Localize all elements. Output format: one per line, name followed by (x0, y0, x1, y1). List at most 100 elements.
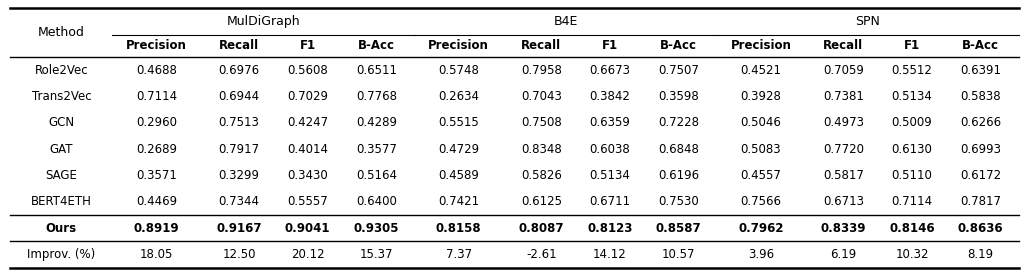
Text: 0.7228: 0.7228 (657, 116, 699, 129)
Text: 0.8587: 0.8587 (655, 222, 701, 235)
Text: 0.5557: 0.5557 (288, 195, 328, 208)
Text: 0.7381: 0.7381 (823, 90, 864, 103)
Text: 0.2689: 0.2689 (136, 143, 177, 156)
Text: F1: F1 (602, 39, 617, 52)
Text: MulDiGraph: MulDiGraph (226, 15, 300, 28)
Text: 0.9041: 0.9041 (285, 222, 331, 235)
Text: 0.4521: 0.4521 (740, 64, 781, 77)
Text: 0.3842: 0.3842 (590, 90, 631, 103)
Text: 0.6125: 0.6125 (521, 195, 562, 208)
Text: Precision: Precision (126, 39, 187, 52)
Text: 6.19: 6.19 (830, 248, 856, 261)
Text: 0.4014: 0.4014 (287, 143, 329, 156)
Text: Method: Method (38, 26, 85, 39)
Text: 0.4688: 0.4688 (136, 64, 177, 77)
Text: Precision: Precision (730, 39, 792, 52)
Text: Trans2Vec: Trans2Vec (32, 90, 91, 103)
Text: 0.5512: 0.5512 (892, 64, 933, 77)
Text: GAT: GAT (49, 143, 73, 156)
Text: 0.7917: 0.7917 (218, 143, 260, 156)
Text: SAGE: SAGE (45, 169, 77, 182)
Text: 0.5046: 0.5046 (740, 116, 781, 129)
Text: 0.4729: 0.4729 (438, 143, 479, 156)
Text: Recall: Recall (219, 39, 259, 52)
Text: 0.2634: 0.2634 (438, 90, 479, 103)
Text: 0.7513: 0.7513 (219, 116, 260, 129)
Text: 0.6038: 0.6038 (590, 143, 630, 156)
Text: 0.5164: 0.5164 (355, 169, 396, 182)
Text: BERT4ETH: BERT4ETH (31, 195, 92, 208)
Text: B4E: B4E (554, 15, 578, 28)
Text: 0.3430: 0.3430 (288, 169, 328, 182)
Text: 0.4289: 0.4289 (355, 116, 396, 129)
Text: 0.5134: 0.5134 (590, 169, 631, 182)
Text: 0.7114: 0.7114 (136, 90, 177, 103)
Text: B-Acc: B-Acc (962, 39, 999, 52)
Text: 7.37: 7.37 (445, 248, 472, 261)
Text: 0.7507: 0.7507 (658, 64, 698, 77)
Text: 0.7958: 0.7958 (521, 64, 562, 77)
Text: Recall: Recall (521, 39, 561, 52)
Text: F1: F1 (300, 39, 315, 52)
Text: 0.4469: 0.4469 (136, 195, 177, 208)
Text: 0.6172: 0.6172 (959, 169, 1001, 182)
Text: 0.6196: 0.6196 (657, 169, 699, 182)
Text: Precision: Precision (428, 39, 489, 52)
Text: 0.7043: 0.7043 (521, 90, 562, 103)
Text: 0.7421: 0.7421 (438, 195, 479, 208)
Text: 0.5083: 0.5083 (740, 143, 781, 156)
Text: 0.5826: 0.5826 (521, 169, 562, 182)
Text: 0.7344: 0.7344 (219, 195, 260, 208)
Text: 0.5110: 0.5110 (892, 169, 933, 182)
Text: 0.3928: 0.3928 (740, 90, 781, 103)
Text: GCN: GCN (48, 116, 75, 129)
Text: 0.5838: 0.5838 (961, 90, 1000, 103)
Text: 0.7566: 0.7566 (740, 195, 781, 208)
Text: 0.5817: 0.5817 (823, 169, 864, 182)
Text: 0.9167: 0.9167 (216, 222, 262, 235)
Text: 0.5009: 0.5009 (892, 116, 932, 129)
Text: SPN: SPN (855, 15, 881, 28)
Text: 0.6848: 0.6848 (658, 143, 698, 156)
Text: 0.7114: 0.7114 (892, 195, 933, 208)
Text: 0.3598: 0.3598 (658, 90, 698, 103)
Text: 0.8087: 0.8087 (518, 222, 564, 235)
Text: 0.6673: 0.6673 (590, 64, 631, 77)
Text: 0.8636: 0.8636 (957, 222, 1004, 235)
Text: 0.8339: 0.8339 (820, 222, 866, 235)
Text: 15.37: 15.37 (359, 248, 393, 261)
Text: 0.6130: 0.6130 (892, 143, 933, 156)
Text: 0.6944: 0.6944 (218, 90, 260, 103)
Text: 0.6266: 0.6266 (959, 116, 1001, 129)
Text: 0.6993: 0.6993 (961, 143, 1001, 156)
Text: 0.6511: 0.6511 (355, 64, 396, 77)
Text: Role2Vec: Role2Vec (35, 64, 88, 77)
Text: 0.7029: 0.7029 (287, 90, 329, 103)
Text: 0.3577: 0.3577 (356, 143, 396, 156)
Text: 18.05: 18.05 (140, 248, 173, 261)
Text: 20.12: 20.12 (291, 248, 325, 261)
Text: 0.4247: 0.4247 (287, 116, 329, 129)
Text: 0.8146: 0.8146 (889, 222, 935, 235)
Text: 0.8348: 0.8348 (521, 143, 561, 156)
Text: 0.7768: 0.7768 (355, 90, 396, 103)
Text: 0.3571: 0.3571 (136, 169, 177, 182)
Text: 0.4557: 0.4557 (740, 169, 781, 182)
Text: -2.61: -2.61 (526, 248, 557, 261)
Text: 0.7962: 0.7962 (738, 222, 783, 235)
Text: Ours: Ours (46, 222, 77, 235)
Text: B-Acc: B-Acc (659, 39, 697, 52)
Text: 0.5608: 0.5608 (288, 64, 328, 77)
Text: 14.12: 14.12 (593, 248, 627, 261)
Text: 0.3299: 0.3299 (219, 169, 260, 182)
Text: 0.5515: 0.5515 (438, 116, 479, 129)
Text: 0.9305: 0.9305 (353, 222, 399, 235)
Text: 0.7817: 0.7817 (961, 195, 1001, 208)
Text: 3.96: 3.96 (748, 248, 774, 261)
Text: 0.7530: 0.7530 (658, 195, 698, 208)
Text: 0.6976: 0.6976 (218, 64, 260, 77)
Text: Recall: Recall (823, 39, 863, 52)
Text: 12.50: 12.50 (222, 248, 256, 261)
Text: 0.8919: 0.8919 (134, 222, 179, 235)
Text: 8.19: 8.19 (968, 248, 993, 261)
